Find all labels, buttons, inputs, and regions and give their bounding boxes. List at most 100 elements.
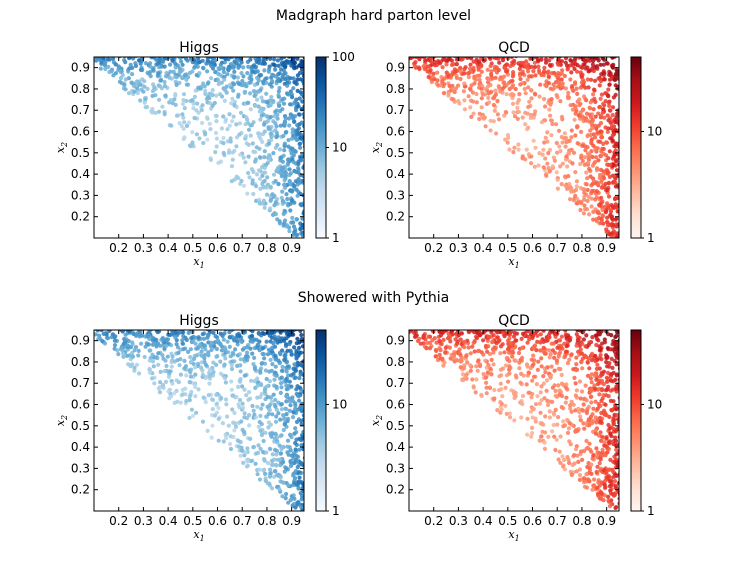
data-point: [602, 57, 607, 62]
data-point: [489, 69, 494, 74]
data-point: [273, 179, 278, 184]
data-point: [553, 393, 558, 398]
data-point: [548, 113, 553, 118]
data-point: [567, 138, 572, 143]
data-point: [216, 405, 221, 411]
data-point: [169, 364, 174, 369]
data-point: [483, 358, 488, 363]
data-point: [593, 386, 598, 391]
data-point: [499, 387, 504, 392]
data-point: [542, 69, 547, 74]
data-point: [123, 87, 128, 92]
data-point: [424, 346, 429, 351]
data-point: [498, 344, 504, 349]
data-point: [266, 425, 271, 430]
data-point: [516, 109, 522, 114]
data-point: [255, 342, 260, 347]
data-point: [223, 88, 228, 93]
data-point: [240, 78, 245, 84]
data-point: [292, 345, 297, 350]
data-point: [563, 400, 568, 405]
data-point: [250, 141, 255, 146]
data-point: [297, 398, 302, 403]
data-point: [475, 368, 480, 373]
data-point: [561, 463, 566, 468]
data-point: [550, 348, 556, 353]
data-point: [532, 60, 538, 65]
data-point: [493, 92, 499, 97]
data-point: [472, 81, 477, 86]
data-point: [545, 338, 550, 343]
data-point: [558, 367, 563, 372]
data-point: [432, 60, 437, 65]
data-point: [252, 82, 257, 87]
data-point: [609, 408, 615, 413]
data-point: [209, 340, 214, 345]
data-point: [284, 369, 289, 374]
data-point: [130, 354, 136, 359]
data-point: [163, 379, 169, 384]
data-point: [606, 194, 612, 199]
data-point: [203, 88, 208, 93]
data-point: [539, 384, 544, 389]
data-point: [606, 394, 611, 399]
data-point: [241, 183, 247, 188]
data-point: [452, 99, 457, 104]
data-point: [575, 338, 581, 343]
data-point: [512, 114, 518, 119]
data-point: [214, 144, 219, 149]
data-point: [556, 77, 562, 82]
data-point: [286, 373, 291, 378]
data-point: [235, 339, 240, 344]
data-point: [507, 80, 512, 85]
data-point: [576, 406, 581, 411]
data-point: [236, 444, 241, 449]
data-point: [540, 152, 545, 157]
data-point: [148, 61, 153, 66]
data-point: [299, 92, 304, 97]
data-point: [542, 97, 547, 102]
data-point: [219, 126, 224, 131]
data-point: [479, 105, 484, 110]
data-point: [285, 162, 290, 167]
data-point: [184, 398, 189, 404]
colorbar-tick-label: 1: [647, 231, 655, 245]
data-point: [590, 412, 595, 417]
data-point: [529, 74, 534, 79]
data-point: [569, 58, 574, 63]
data-point: [218, 341, 223, 347]
x-tick-label: 0.3: [134, 241, 153, 255]
data-point: [169, 343, 174, 348]
x-tick-label: 0.7: [548, 514, 567, 528]
data-point: [556, 128, 562, 133]
data-point: [258, 381, 263, 386]
data-point: [262, 165, 267, 170]
data-point: [562, 457, 567, 463]
data-point: [573, 447, 579, 452]
data-point: [214, 93, 219, 98]
data-point: [286, 416, 291, 421]
data-point: [178, 330, 183, 334]
data-point: [597, 203, 602, 208]
data-point: [182, 358, 187, 363]
data-point: [194, 410, 199, 415]
data-point: [284, 412, 289, 417]
data-point: [589, 77, 594, 82]
x-tick-label: 0.7: [548, 241, 567, 255]
data-point: [222, 362, 227, 367]
data-point: [584, 409, 590, 414]
panel-title: Higgs: [179, 40, 218, 56]
y-tick-label: 0.8: [71, 82, 90, 96]
data-point: [575, 91, 580, 96]
data-point: [164, 343, 169, 348]
data-point: [264, 414, 269, 419]
data-point: [180, 62, 185, 67]
data-point: [463, 375, 468, 380]
data-point: [299, 158, 304, 163]
data-point: [591, 484, 596, 489]
data-point: [154, 355, 159, 360]
data-point: [545, 139, 550, 144]
data-point: [288, 403, 293, 408]
data-point: [489, 72, 494, 77]
data-point: [249, 378, 254, 383]
